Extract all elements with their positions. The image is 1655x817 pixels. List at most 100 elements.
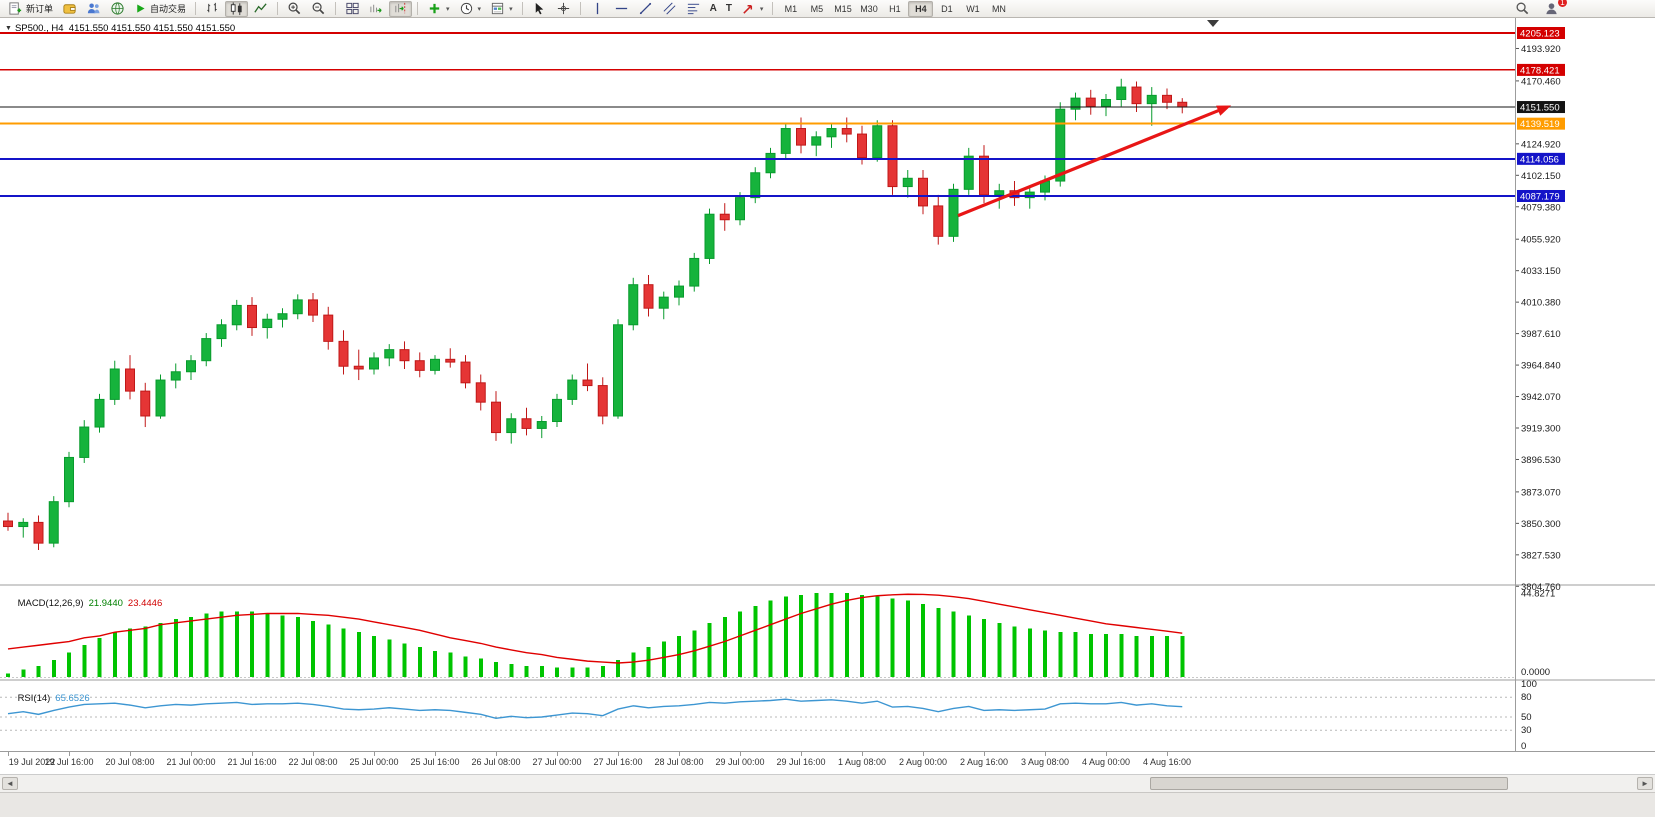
toolbar: 新订单 自动交易 ▾ ▾ ▾ A — [0, 0, 1655, 18]
account-button[interactable]: 1 — [1540, 0, 1567, 17]
timeframe-h1[interactable]: H1 — [889, 3, 901, 14]
time-tick — [1167, 752, 1168, 756]
fibonacci-button[interactable] — [682, 1, 705, 17]
svg-text:100: 100 — [1521, 679, 1537, 690]
scrollbar-thumb[interactable] — [1150, 777, 1508, 790]
scroll-left-button[interactable]: ◄ — [2, 777, 18, 790]
time-axis-label: 27 Jul 00:00 — [532, 757, 582, 767]
zoom-in-button[interactable] — [283, 1, 306, 17]
templates-button[interactable]: ▾ — [486, 1, 517, 17]
channel-button[interactable] — [658, 1, 681, 17]
time-axis-label: 4 Aug 00:00 — [1081, 757, 1131, 767]
rsi-value: 65.6526 — [55, 693, 90, 704]
price-badges: 4205.123 4178.421 4151.550 4139.519 4114.056… — [1517, 27, 1565, 202]
globe-button[interactable] — [106, 1, 129, 17]
time-tick — [496, 752, 497, 756]
timeframe-m15[interactable]: M15 — [834, 3, 852, 14]
new-order-button[interactable]: 新订单 — [4, 1, 57, 17]
time-axis-label: 21 Jul 16:00 — [227, 757, 277, 767]
svg-text:3964.840: 3964.840 — [1521, 361, 1561, 372]
timeframe-m30[interactable]: M30 — [860, 3, 878, 14]
candlestick-chart-button[interactable] — [225, 0, 249, 17]
chart-canvas[interactable]: 4193.920 4170.460 4124.920 4102.150 4079.380… — [0, 18, 1655, 752]
toolbar-separator — [335, 2, 337, 15]
arrows-icon — [741, 1, 756, 16]
time-axis-label: 4 Aug 16:00 — [1142, 757, 1192, 767]
zoom-out-button[interactable] — [307, 1, 330, 17]
svg-text:3942.070: 3942.070 — [1521, 392, 1561, 403]
time-axis-label: 20 Jul 08:00 — [105, 757, 155, 767]
vertical-line-button[interactable] — [586, 1, 609, 17]
search-button[interactable] — [1511, 1, 1534, 17]
time-axis-label: 28 Jul 08:00 — [654, 757, 704, 767]
chart-shift-icon — [393, 1, 408, 16]
time-axis[interactable]: 19 Jul 2022 19 Jul 16:00 20 Jul 08:00 21 Ju… — [0, 752, 1655, 774]
timeframe-m5[interactable]: M5 — [810, 3, 824, 14]
cursor-button[interactable] — [528, 1, 551, 17]
time-axis-label: 27 Jul 16:00 — [593, 757, 643, 767]
scroll-right-button[interactable]: ► — [1637, 777, 1653, 790]
trendline-button[interactable] — [634, 1, 657, 17]
price-axis[interactable]: 4193.920 4170.460 4124.920 4102.150 4079.380… — [1516, 44, 1561, 593]
chart-shift-marker[interactable] — [1207, 20, 1219, 27]
svg-text:3896.530: 3896.530 — [1521, 455, 1561, 466]
periods-button[interactable]: ▾ — [455, 1, 486, 17]
svg-text:4033.150: 4033.150 — [1521, 266, 1561, 277]
time-axis-label: 29 Jul 16:00 — [776, 757, 826, 767]
autotrading-button[interactable]: 自动交易 — [130, 1, 190, 17]
svg-text:3827.530: 3827.530 — [1521, 550, 1561, 561]
svg-text:0.0000: 0.0000 — [1521, 667, 1550, 678]
svg-text:4178.421: 4178.421 — [1520, 65, 1560, 76]
timeframe-h4[interactable]: H4 — [908, 0, 934, 17]
timeframe-w1[interactable]: W1 — [966, 3, 980, 14]
macd-main-value: 21.9440 — [88, 598, 123, 609]
community-button[interactable] — [82, 1, 105, 17]
auto-scroll-button[interactable] — [365, 1, 388, 17]
indicators-button[interactable]: ▾ — [423, 1, 454, 17]
rsi-name: RSI(14) — [17, 693, 51, 704]
wallet-button[interactable] — [58, 1, 81, 17]
line-chart-button[interactable] — [249, 1, 272, 17]
timeframe-mn[interactable]: MN — [991, 3, 1006, 14]
svg-text:30: 30 — [1521, 725, 1532, 736]
svg-text:4151.550: 4151.550 — [1520, 103, 1560, 114]
text-label-button[interactable]: T — [722, 1, 736, 17]
toolbar-right-group: 1 — [1511, 0, 1567, 17]
tile-windows-button[interactable] — [341, 1, 364, 17]
chart-shift-button[interactable] — [389, 0, 413, 17]
new-order-label: 新订单 — [26, 4, 54, 14]
svg-text:50: 50 — [1521, 712, 1532, 723]
toolbar-separator — [417, 2, 419, 15]
timeframe-d1[interactable]: D1 — [941, 3, 953, 14]
svg-text:4055.920: 4055.920 — [1521, 235, 1561, 246]
time-tick — [8, 752, 9, 756]
dropdown-caret-icon: ▾ — [477, 5, 482, 13]
macd-histogram — [6, 592, 1185, 677]
time-axis-label: 19 Jul 2022 — [8, 757, 56, 767]
arrows-button[interactable]: ▾ — [737, 1, 768, 17]
text-label-icon: T — [725, 3, 732, 14]
text-button[interactable]: A — [706, 1, 721, 17]
crosshair-button[interactable] — [552, 1, 575, 17]
time-tick — [923, 752, 924, 756]
macd-name: MACD(12,26,9) — [17, 598, 84, 609]
svg-text:4193.920: 4193.920 — [1521, 44, 1561, 55]
time-tick — [1045, 752, 1046, 756]
autotrading-play-icon — [134, 2, 147, 15]
chart-title: ▼ SP500., H4 4151.550 4151.550 4151.550 … — [5, 23, 235, 34]
horizontal-line-button[interactable] — [610, 1, 633, 17]
timeframe-m1[interactable]: M1 — [784, 3, 798, 14]
time-axis-label: 21 Jul 00:00 — [166, 757, 216, 767]
vertical-line-icon — [590, 1, 605, 16]
toolbar-separator — [195, 2, 197, 15]
toolbar-separator — [521, 2, 523, 15]
svg-text:0: 0 — [1521, 741, 1526, 752]
svg-text:3919.300: 3919.300 — [1521, 424, 1561, 435]
time-axis-label: 29 Jul 00:00 — [715, 757, 765, 767]
bar-chart-button[interactable] — [201, 1, 224, 17]
time-tick — [557, 752, 558, 756]
trend-arrow[interactable] — [957, 105, 1232, 218]
horizontal-scrollbar[interactable]: ◄ ► — [0, 774, 1655, 792]
trendline-icon — [638, 1, 653, 16]
auto-scroll-icon — [369, 1, 384, 16]
